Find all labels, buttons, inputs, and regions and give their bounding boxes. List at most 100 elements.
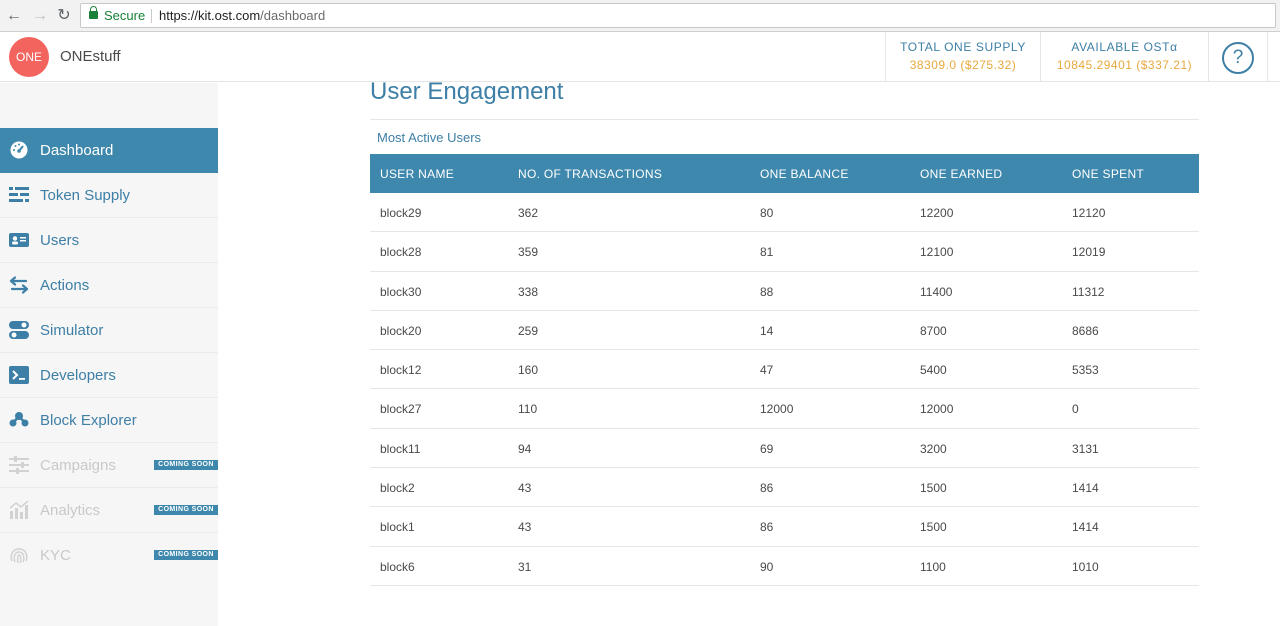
table-row: block29 362 80 12200 12120 (370, 193, 1199, 233)
table-cell: 160 (518, 363, 539, 378)
address-divider (151, 9, 152, 23)
back-arrow-icon[interactable]: ← (6, 7, 22, 24)
actions-arrows-icon (9, 276, 29, 294)
sidebar-item-label: Analytics (40, 502, 101, 519)
table-cell: 3200 (920, 441, 947, 456)
column-header[interactable]: ONE EARNED (920, 167, 1003, 181)
available-ost-value: 10845.29401 ($337.21) (1056, 58, 1193, 72)
column-header[interactable]: USER NAME (380, 167, 455, 181)
coming-soon-badge: COMING SOON (154, 460, 218, 470)
table-cell: 1100 (920, 559, 946, 574)
sidebar-item-campaigns: Campaigns COMING SOON (0, 443, 218, 488)
url-path: /dashboard (260, 8, 326, 23)
forward-arrow-icon[interactable]: → (32, 7, 48, 24)
sidebar-item-label: Token Supply (40, 187, 131, 204)
coming-soon-badge: COMING SOON (154, 505, 218, 515)
table-cell: 5353 (1072, 363, 1099, 378)
table-cell: 86 (760, 520, 774, 535)
table-cell: 12120 (1072, 206, 1106, 220)
sidebar-item-block-explorer[interactable]: Block Explorer (0, 398, 218, 443)
simulator-toggle-icon (9, 321, 29, 339)
table-row: block2 43 86 1500 1414 (370, 468, 1199, 508)
sidebar-item-label: Actions (40, 277, 90, 294)
sidebar-item-token-supply[interactable]: Token Supply (0, 173, 218, 218)
coming-soon-badge: COMING SOON (154, 550, 218, 560)
table-cell: 359 (518, 245, 539, 260)
sidebar-item-users[interactable]: Users (0, 218, 218, 263)
section-divider (370, 119, 1199, 120)
table-header: USER NAME NO. OF TRANSACTIONS ONE BALANC… (370, 154, 1199, 193)
browser-toolbar: ← → ↻ Secure https://kit.ost.com/dashboa… (0, 0, 1280, 32)
user-name-cell: block29 (380, 206, 422, 220)
sidebar-item-label: Simulator (40, 322, 104, 339)
total-supply-panel: TOTAL ONE SUPPLY 38309.0 ($275.32) (885, 32, 1040, 82)
table-cell: 12100 (920, 245, 954, 260)
table-cell: 90 (760, 559, 774, 574)
page-title: User Engagement (370, 78, 564, 105)
table-cell: 80 (760, 206, 774, 220)
table-row: block20 259 14 8700 8686 (370, 311, 1199, 351)
table-row: block12 160 47 5400 5353 (370, 350, 1199, 390)
reload-icon[interactable]: ↻ (57, 7, 71, 24)
table-cell: 81 (760, 245, 774, 260)
url-text[interactable]: https://kit.ost.com/dashboard (159, 8, 325, 23)
most-active-users-table: USER NAME NO. OF TRANSACTIONS ONE BALANC… (370, 154, 1199, 586)
table-row: block30 338 88 11400 11312 (370, 272, 1199, 311)
help-icon[interactable]: ? (1222, 42, 1254, 74)
address-bar[interactable]: Secure https://kit.ost.com/dashboard (80, 3, 1276, 28)
user-name-cell: block6 (380, 559, 415, 574)
available-ost-title: AVAILABLE OSTα (1071, 40, 1178, 54)
sidebar-item-label: Users (40, 232, 80, 249)
dashboard-gauge-icon (10, 141, 28, 159)
token-supply-icon (9, 187, 29, 202)
user-name-cell: block27 (380, 402, 422, 417)
sidebar-item-label: Campaigns (40, 457, 116, 474)
table-cell: 86 (760, 481, 774, 496)
table-cell: 43 (518, 520, 532, 535)
table-cell: 1010 (1072, 559, 1099, 574)
table-cell: 11400 (920, 284, 953, 299)
table-cell: 12200 (920, 206, 954, 220)
table-cell: 12000 (920, 402, 954, 417)
sidebar-item-developers[interactable]: Developers (0, 353, 218, 398)
table-cell: 12000 (760, 402, 794, 417)
table-cell: 362 (518, 206, 539, 220)
sidebar-item-analytics: Analytics COMING SOON (0, 488, 218, 533)
table-cell: 8700 (920, 323, 947, 338)
sidebar-item-kyc: KYC COMING SOON (0, 533, 218, 578)
table-cell: 259 (518, 323, 539, 338)
url-host: https://kit.ost.com (159, 8, 261, 23)
table-row: block6 31 90 1100 1010 (370, 547, 1199, 586)
table-cell: 338 (518, 284, 539, 299)
user-name-cell: block12 (380, 363, 422, 378)
column-header[interactable]: ONE SPENT (1072, 167, 1145, 181)
sidebar-item-actions[interactable]: Actions (0, 263, 218, 308)
table-cell: 1414 (1072, 481, 1099, 496)
brand-logo[interactable]: ONE (9, 37, 49, 77)
sidebar-item-label: Developers (40, 367, 116, 384)
table-cell: 1500 (920, 481, 947, 496)
analytics-chart-icon (9, 501, 29, 519)
table-cell: 0 (1072, 402, 1079, 417)
help-panel: ? (1208, 32, 1268, 82)
sidebar-item-label: Dashboard (40, 142, 114, 159)
sidebar: Dashboard Token Supply Users Actions Sim… (0, 83, 218, 626)
column-header[interactable]: NO. OF TRANSACTIONS (518, 167, 663, 181)
table-row: block11 94 69 3200 3131 (370, 429, 1199, 469)
table-cell: 110 (518, 402, 538, 417)
table-cell: 1500 (920, 520, 947, 535)
sidebar-item-simulator[interactable]: Simulator (0, 308, 218, 353)
table-cell: 1414 (1072, 520, 1099, 535)
table-cell: 5400 (920, 363, 947, 378)
table-row: block27 110 12000 12000 0 (370, 389, 1199, 429)
secure-label: Secure (104, 8, 146, 23)
table-cell: 69 (760, 441, 774, 456)
column-header[interactable]: ONE BALANCE (760, 167, 849, 181)
table-cell: 14 (760, 323, 774, 338)
user-name-cell: block11 (380, 441, 421, 456)
sidebar-item-dashboard[interactable]: Dashboard (0, 128, 218, 173)
table-cell: 43 (518, 481, 532, 496)
table-cell: 11312 (1072, 284, 1105, 299)
user-name-cell: block30 (380, 284, 422, 299)
app-header: ONE ONEstuff TOTAL ONE SUPPLY 38309.0 ($… (0, 32, 1280, 82)
